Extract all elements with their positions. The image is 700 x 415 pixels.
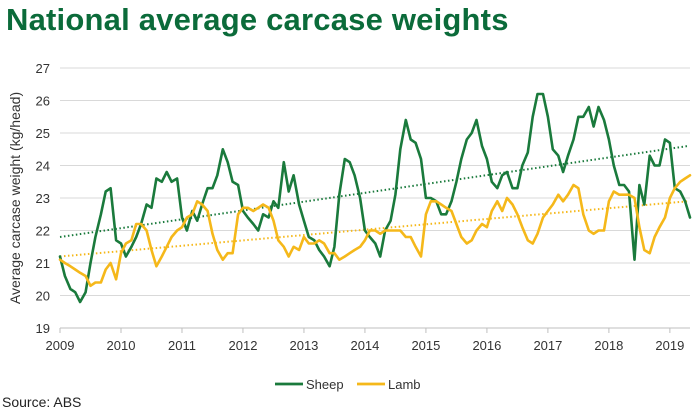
x-tick-label: 2017 xyxy=(533,338,562,353)
y-tick-label: 23 xyxy=(36,191,50,206)
legend-label-sheep: Sheep xyxy=(306,377,344,392)
x-tick-label: 2012 xyxy=(229,338,258,353)
y-tick-label: 27 xyxy=(36,61,50,76)
legend-label-lamb: Lamb xyxy=(388,377,421,392)
x-tick-label: 2014 xyxy=(350,338,379,353)
y-axis-label: Average carcase weight (kg/head) xyxy=(7,92,23,304)
x-tick-label: 2013 xyxy=(289,338,318,353)
x-tick-label: 2018 xyxy=(594,338,623,353)
source-note: Source: ABS xyxy=(2,394,82,410)
series-line-lamb xyxy=(58,174,692,288)
x-tick-label: 2019 xyxy=(655,338,684,353)
legend: Sheep Lamb xyxy=(275,377,421,392)
x-axis-ticks: 2009 2010 2011 2012 2013 2014 2015 2016 2017 2018… xyxy=(46,328,684,353)
x-tick-label: 2010 xyxy=(107,338,136,353)
trendlines xyxy=(59,145,689,258)
y-tick-label: 26 xyxy=(36,94,50,109)
trendline-sheep xyxy=(59,145,689,238)
x-tick-label: 2009 xyxy=(46,338,75,353)
y-tick-label: 25 xyxy=(36,126,50,141)
x-tick-label: 2015 xyxy=(411,338,440,353)
chart-title: National average carcase weights xyxy=(6,2,509,37)
y-tick-label: 22 xyxy=(36,224,50,239)
y-tick-label: 20 xyxy=(36,289,50,304)
y-tick-label: 21 xyxy=(36,256,50,271)
y-tick-label: 19 xyxy=(36,321,50,336)
x-tick-label: 2016 xyxy=(472,338,501,353)
series-line-sheep xyxy=(58,92,692,304)
series-lines xyxy=(58,92,692,304)
y-axis-ticks: 19 20 21 22 23 24 25 26 27 xyxy=(36,61,50,336)
y-tick-label: 24 xyxy=(36,159,50,174)
trendline-lamb xyxy=(59,200,689,258)
x-tick-label: 2011 xyxy=(168,338,196,353)
